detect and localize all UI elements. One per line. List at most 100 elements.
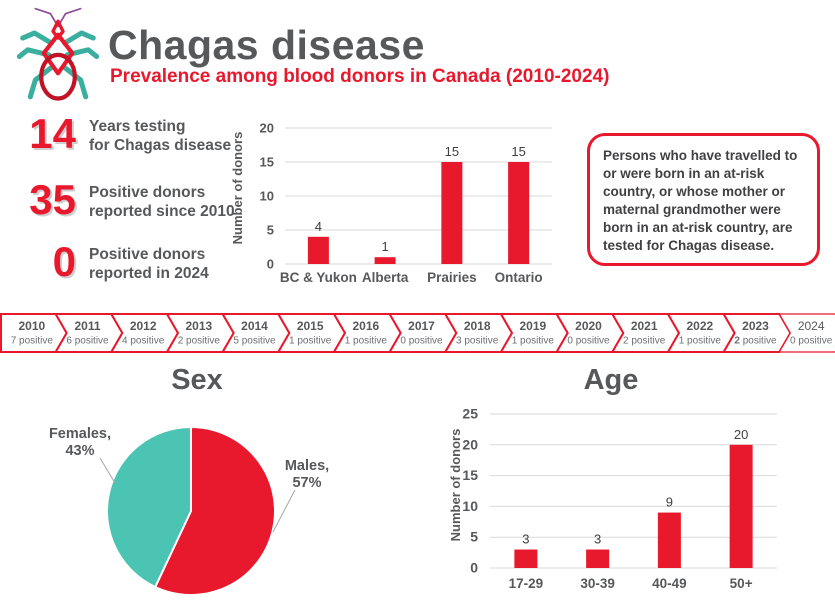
stat-years-testing: 14 Years testing for Chagas disease: [12, 112, 231, 156]
timeline-segment-2022: 2022 1 positive: [666, 313, 736, 353]
pie-label-males: Males, 57%: [284, 458, 330, 492]
timeline-count: 7 positive: [11, 336, 54, 347]
x-tick-label: Prairies: [427, 270, 477, 285]
timeline-year: 2018: [464, 319, 491, 333]
bar-bc-yukon: [307, 236, 329, 264]
bug-abdomen: [39, 52, 77, 101]
x-tick-label: 30-39: [580, 576, 615, 591]
bug-antenna-left: [34, 7, 59, 28]
timeline-year: 2015: [297, 319, 324, 333]
y-tick-label: 20: [462, 436, 478, 452]
x-tick-label: 50+: [730, 576, 753, 591]
bar-value-label: 3: [594, 532, 601, 547]
age-chart-title: Age: [583, 364, 639, 396]
timeline-year: 2020: [575, 319, 602, 333]
timeline-year: 2010: [18, 319, 45, 333]
stat-positive-since-2010: 35 Positive donors reported since 2010: [12, 176, 234, 223]
timeline-segment-2011: 2011 6 positive: [53, 313, 124, 353]
y-tick-label: 0: [267, 257, 274, 272]
x-tick-label: Alberta: [362, 270, 409, 285]
pie-label-females: Females, 43%: [48, 426, 112, 460]
x-tick-label: BC & Yukon: [280, 270, 357, 285]
timeline-segment-2023: 2023 2 positive: [721, 313, 792, 353]
timeline-year: 2017: [408, 319, 435, 333]
timeline-segment-2014: 2014 5 positive: [220, 313, 291, 353]
bar-value-label: 15: [445, 144, 459, 159]
bug-leg: [63, 65, 89, 100]
timeline-count: 1 positive: [512, 336, 555, 347]
timeline-count: 2 positive: [178, 336, 221, 347]
timeline-segment-2020: 2020 0 positive: [554, 313, 625, 353]
y-tick-label: 5: [470, 529, 478, 545]
timeline-segment-2012: 2012 4 positive: [109, 313, 180, 353]
bar-30-39: [586, 549, 610, 568]
leader-line: [99, 457, 116, 484]
bar-40-49: [657, 512, 681, 568]
stat-value: 35: [29, 176, 76, 223]
page-title: Chagas disease: [108, 22, 425, 68]
pie-slice-males: [154, 426, 276, 596]
timeline-count: 3 positive: [456, 336, 499, 347]
pie-slice-females: [106, 426, 192, 589]
timeline-segment-2016: 2016 1 positive: [332, 313, 402, 353]
y-tick-label: 20: [260, 121, 274, 136]
sex-pie-chart: [99, 426, 296, 596]
regions-bar-chart: 0 5 10 15 20 4 BC & Yukon 1 Alberta 15 Prairies 15 O…: [260, 121, 552, 285]
bar-alberta: [374, 257, 396, 264]
timeline-count: 5 positive: [233, 336, 276, 347]
timeline-segment-2010: 2010 7 positive: [0, 313, 68, 353]
timeline-year: 2019: [519, 319, 546, 333]
y-tick-label: 15: [462, 467, 478, 483]
timeline-year: 2021: [631, 319, 658, 333]
timeline-segment-2024: 2024 0 positive: [778, 313, 835, 353]
timeline-count: 1 positive: [345, 336, 388, 347]
timeline-count: 2 positive: [623, 336, 666, 347]
timeline-segment-2013: 2013 2 positive: [165, 313, 235, 353]
bar-value-label: 20: [734, 427, 748, 442]
x-tick-label: Ontario: [495, 270, 543, 285]
bar-value-label: 4: [315, 219, 322, 234]
bar-50-: [729, 444, 753, 568]
sex-chart-title: Sex: [171, 364, 223, 396]
stat-positive-2024: 0 Positive donors reported in 2024: [12, 240, 209, 284]
stat-value: 14: [29, 110, 76, 157]
y-tick-label: 25: [462, 406, 478, 422]
x-tick-label: 40-49: [652, 576, 687, 591]
timeline-segment-2015: 2015 1 positive: [276, 313, 347, 353]
timeline-year: 2014: [241, 319, 268, 333]
timeline-year: 2013: [185, 319, 212, 333]
timeline-segment-2019: 2019 1 positive: [499, 313, 569, 353]
x-tick-label: 17-29: [509, 576, 544, 591]
timeline-count: 0 positive: [790, 336, 833, 347]
bug-thorax: [41, 32, 75, 76]
kissing-bug-icon: [16, 7, 100, 101]
page-subtitle: Prevalence among blood donors in Canada …: [110, 66, 610, 87]
timeline-count: 1 positive: [289, 336, 332, 347]
bug-antenna-right: [57, 7, 82, 28]
timeline-2010-2024: 2010 7 positive 2011 6 positive 2012 4 positi…: [0, 313, 835, 353]
timeline-segment-2017: 2017 0 positive: [387, 313, 458, 353]
timeline-count: 0 positive: [567, 336, 610, 347]
y-tick-label: 10: [462, 498, 478, 514]
y-tick-label: 10: [260, 189, 274, 204]
bar-value-label: 3: [522, 532, 529, 547]
timeline-count: 6 positive: [66, 336, 109, 347]
timeline-count: 1 positive: [679, 336, 722, 347]
bug-leg: [62, 30, 96, 46]
timeline-segment-2018: 2018 3 positive: [443, 313, 514, 353]
timeline-count: 2 positive: [734, 336, 777, 347]
timeline-chevron: [778, 313, 835, 353]
y-tick-label: 15: [260, 155, 274, 170]
timeline-year: 2023: [742, 319, 769, 333]
bar-value-label: 15: [511, 144, 525, 159]
y-tick-label: 0: [470, 560, 478, 576]
bar-value-label: 1: [382, 239, 389, 254]
stat-label: Positive donors reported in 2024: [89, 246, 209, 283]
timeline-year: 2022: [686, 319, 713, 333]
bug-leg: [27, 65, 53, 100]
age-bar-chart: 0 5 10 15 20 25 3 17-29 3 30-39 9 40-49 20 50+: [462, 406, 777, 591]
bar-17-29: [514, 549, 538, 568]
timeline-year: 2011: [74, 319, 100, 333]
bug-leg: [20, 30, 54, 46]
timeline-year: 2012: [130, 319, 157, 333]
